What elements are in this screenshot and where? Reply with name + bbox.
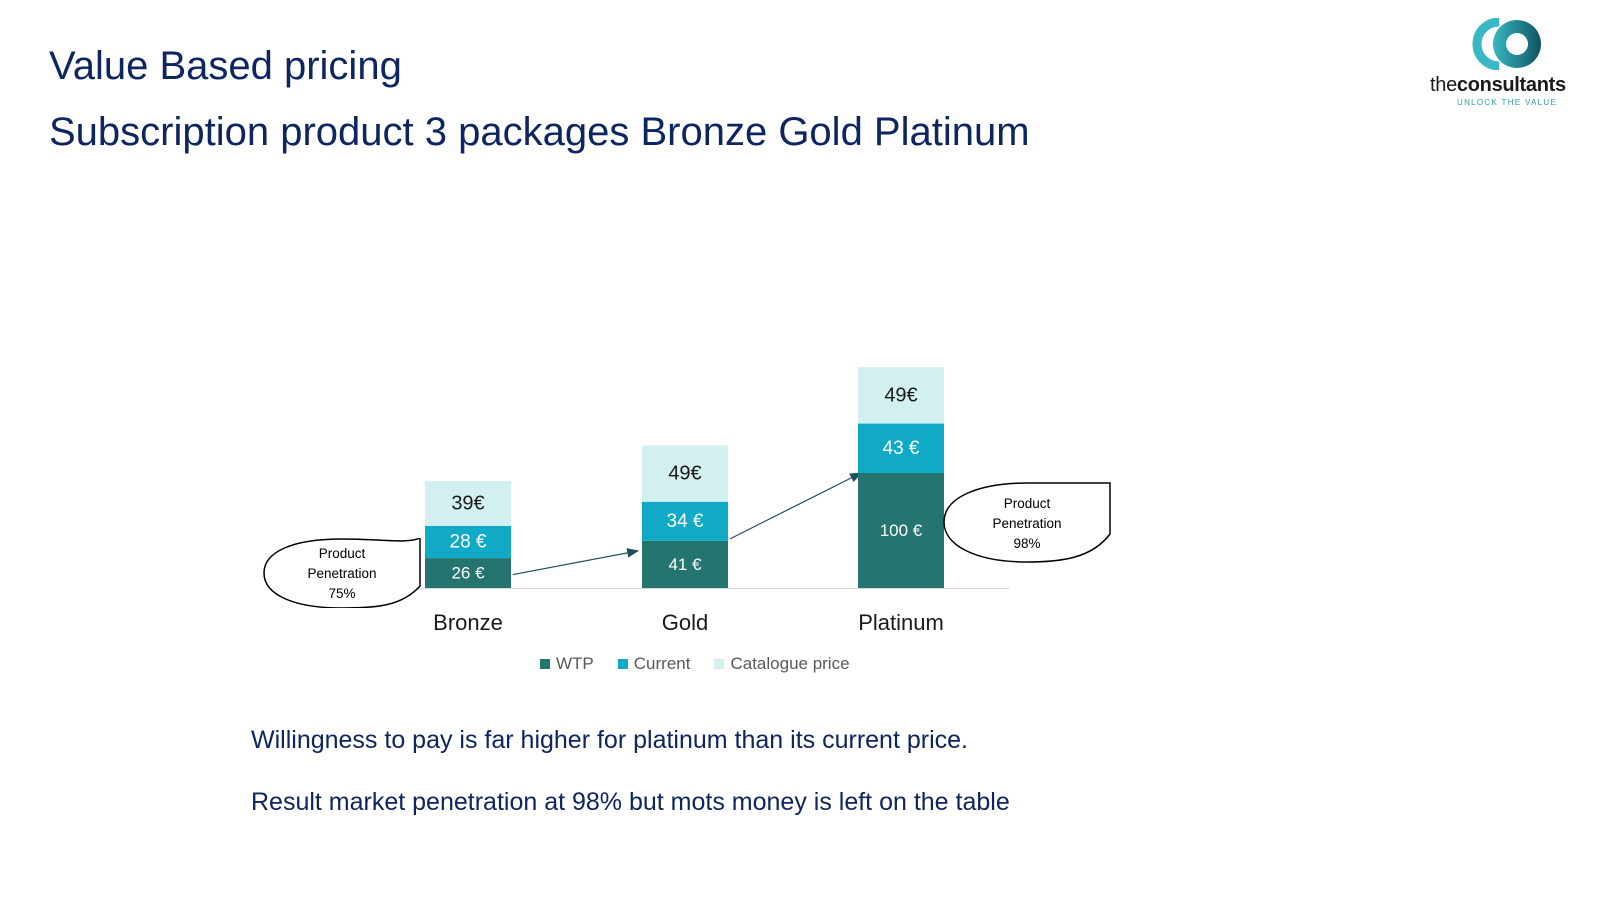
penetration-callout-bronze: Product Penetration 75%: [262, 538, 422, 608]
legend-item-current: Current: [617, 654, 691, 674]
bar-bronze-catalogue-price: [425, 481, 511, 526]
page-subtitle: Subscription product 3 packages Bronze G…: [49, 110, 1030, 154]
bar-platinum-catalogue-price: [858, 367, 944, 424]
legend-label: Catalogue price: [730, 654, 850, 673]
category-label-gold: Gold: [662, 610, 708, 635]
callout-line: 75%: [328, 586, 356, 601]
bar-bronze-wtp: [425, 558, 511, 588]
logo-rings-icon: [1472, 18, 1541, 70]
callout-line: Product: [1003, 496, 1051, 511]
trend-arrow-1: [512, 548, 640, 576]
data-label-platinum-wtp: 100 €: [880, 521, 923, 540]
bar-gold-current: [642, 501, 728, 541]
callout-bubble-shape: [943, 482, 1111, 563]
chart-legend: WTP Current Catalogue price: [540, 654, 850, 674]
data-label-bronze-catalogue-price: 39€: [451, 492, 484, 514]
bar-platinum-wtp: [858, 473, 944, 588]
chart-bars: 26 € 28 € 39€ 41 € 34 € 49€ 100 € 43 € 49€: [425, 367, 944, 588]
legend-item-wtp: WTP: [540, 654, 594, 674]
legend-swatch: [714, 659, 725, 669]
logo-tagline: UNLOCK THE VALUE: [1457, 98, 1558, 107]
penetration-callout-platinum: Product Penetration 98%: [942, 482, 1112, 563]
insight-note-1: Willingness to pay is far higher for pla…: [251, 726, 968, 754]
legend-label: WTP: [556, 654, 594, 673]
trend-arrows: [512, 472, 863, 576]
bar-bronze-current: [425, 525, 511, 559]
insight-note-2: Result market penetration at 98% but mot…: [251, 788, 1010, 816]
category-label-bronze: Bronze: [433, 610, 503, 635]
legend-label: Current: [633, 654, 691, 673]
callout-bubble-shape: [263, 538, 421, 608]
data-label-platinum-catalogue-price: 49€: [884, 384, 917, 406]
bar-gold-wtp: [642, 540, 728, 588]
callout-line: Penetration: [992, 516, 1062, 531]
legend-swatch: [617, 659, 628, 669]
data-label-gold-catalogue-price: 49€: [668, 463, 701, 485]
consultants-logo: theconsultants UNLOCK THE VALUE: [1430, 16, 1590, 116]
data-label-bronze-wtp: 26 €: [451, 564, 485, 583]
page-title: Value Based pricing: [49, 44, 402, 88]
category-labels: Bronze Gold Platinum: [433, 610, 944, 635]
data-label-gold-current: 34 €: [667, 511, 704, 532]
legend-swatch: [540, 659, 550, 669]
callout-line: Penetration: [307, 566, 377, 581]
bar-platinum-current: [858, 423, 944, 473]
trend-arrow-2: [729, 472, 863, 540]
data-label-bronze-current: 28 €: [450, 532, 487, 553]
category-label-platinum: Platinum: [858, 610, 944, 635]
callout-line: 98%: [1013, 536, 1041, 551]
callout-line: Product: [318, 546, 366, 561]
data-label-platinum-current: 43 €: [883, 438, 920, 459]
data-label-gold-wtp: 41 €: [668, 555, 702, 574]
bar-gold-catalogue-price: [642, 445, 728, 502]
legend-item-catalogue-price: Catalogue price: [714, 654, 850, 674]
logo-wordmark: theconsultants: [1430, 74, 1566, 96]
